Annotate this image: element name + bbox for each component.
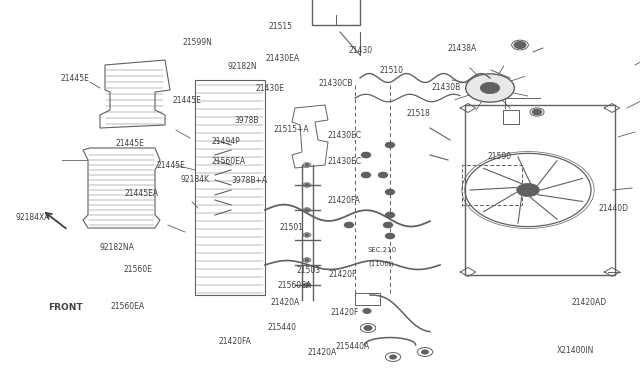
Text: 3978B: 3978B [235,116,259,125]
Text: 21560E: 21560E [124,265,152,274]
Text: 21560EA: 21560EA [277,281,311,290]
Circle shape [362,153,371,158]
Text: 21503: 21503 [296,266,321,275]
Text: 21440D: 21440D [598,204,628,213]
Circle shape [422,350,428,354]
Text: 92182NA: 92182NA [99,243,134,252]
Circle shape [303,233,311,237]
Text: 21510: 21510 [380,66,404,75]
Text: 92184K: 92184K [180,175,209,184]
Circle shape [480,82,500,94]
Text: 21420F: 21420F [328,270,356,279]
Text: 21420A: 21420A [271,298,300,307]
Circle shape [516,183,540,196]
Text: 92184XA: 92184XA [16,213,51,222]
Circle shape [417,347,433,356]
Circle shape [466,74,515,102]
Text: FRONT: FRONT [48,303,83,312]
Circle shape [344,222,353,228]
Text: 21430E: 21430E [256,84,285,93]
Text: 21420FA: 21420FA [218,337,251,346]
Circle shape [532,109,541,115]
Text: 21430B: 21430B [432,83,461,92]
Circle shape [364,326,372,330]
Bar [462,165,522,205]
Text: 21445E: 21445E [115,139,144,148]
Text: 21430EC: 21430EC [327,157,361,166]
Text: 21501: 21501 [280,223,304,232]
Circle shape [305,259,309,261]
Text: 21430: 21430 [349,46,373,55]
Text: X21400IN: X21400IN [557,346,594,355]
Circle shape [303,208,311,212]
Circle shape [385,189,394,195]
Circle shape [363,309,371,313]
Circle shape [305,234,309,236]
Text: 92182N: 92182N [227,62,257,71]
Circle shape [378,172,387,177]
Text: 21515: 21515 [269,22,293,31]
Circle shape [303,183,311,187]
Circle shape [305,284,309,286]
Circle shape [305,164,309,166]
Circle shape [385,212,394,218]
Circle shape [385,353,401,362]
Text: 21430EC: 21430EC [327,131,361,140]
Text: 21515+A: 21515+A [273,125,309,134]
Text: SEC.210: SEC.210 [367,247,397,253]
Circle shape [303,283,311,287]
Circle shape [515,42,526,48]
Text: 21445E: 21445E [61,74,90,83]
Circle shape [385,142,394,148]
Text: 21438A: 21438A [448,44,477,53]
Circle shape [305,184,309,186]
Bar [195,80,265,295]
Circle shape [305,209,309,211]
Text: 21445E: 21445E [157,161,186,170]
Text: 21430CB: 21430CB [318,79,353,88]
Circle shape [383,222,392,228]
Text: 21590: 21590 [488,153,512,161]
Text: 21599N: 21599N [182,38,212,47]
Text: 21420FA: 21420FA [328,196,360,205]
Text: 21560EA: 21560EA [211,157,245,166]
Text: 21445E: 21445E [173,96,202,105]
Text: 3978B+A: 3978B+A [232,176,268,185]
Text: 21560EA: 21560EA [111,302,145,311]
Circle shape [385,233,394,238]
Text: 21494P: 21494P [211,137,240,146]
Bar [312,0,360,25]
Text: 21420F: 21420F [330,308,358,317]
Bar [465,105,615,275]
Text: 21518: 21518 [406,109,430,118]
Text: 21430EA: 21430EA [266,54,300,63]
Text: (1106I): (1106I) [368,260,394,267]
Text: 215440A: 215440A [335,342,370,351]
Text: 21420AD: 21420AD [572,298,607,307]
Text: 21420A: 21420A [307,348,337,357]
Bar [503,110,519,124]
Circle shape [360,324,376,333]
Text: 215440: 215440 [268,323,296,332]
Bar [355,293,380,305]
Circle shape [390,355,396,359]
Circle shape [362,172,371,177]
Circle shape [303,163,311,167]
Text: 21445EA: 21445EA [125,189,159,198]
Circle shape [303,258,311,262]
